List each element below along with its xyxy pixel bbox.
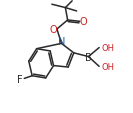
Text: OH: OH xyxy=(102,44,115,53)
Text: F: F xyxy=(17,74,22,84)
Text: O: O xyxy=(49,24,57,34)
Text: N: N xyxy=(58,37,66,47)
Text: OH: OH xyxy=(102,62,115,71)
Text: O: O xyxy=(79,17,87,27)
Text: B: B xyxy=(85,52,92,62)
